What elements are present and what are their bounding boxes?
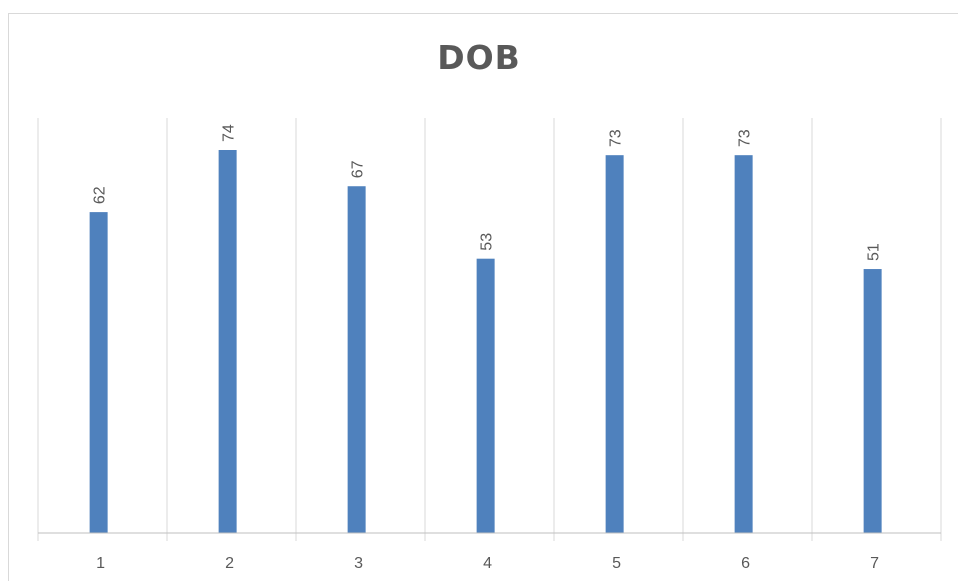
x-tick-label: 5	[612, 555, 621, 572]
x-tick-label: 7	[870, 555, 879, 572]
bar	[476, 258, 495, 533]
bar	[89, 212, 108, 534]
bar	[605, 155, 624, 534]
x-tick-label: 4	[483, 555, 492, 572]
data-label: 73	[608, 129, 625, 147]
grid-layer	[37, 118, 942, 541]
data-label: 51	[866, 243, 883, 261]
data-labels-layer: 62 74 67 53 73 73 51	[92, 124, 883, 261]
x-tick-label: 6	[741, 555, 750, 572]
x-axis: 1 2 3 4 5 6 7	[38, 532, 941, 572]
x-tick-label: 1	[96, 555, 105, 572]
bars-layer	[89, 150, 882, 534]
data-label: 62	[92, 186, 109, 204]
data-label: 74	[221, 124, 238, 142]
bar	[734, 155, 753, 534]
bar	[863, 269, 882, 533]
x-tick-label: 2	[225, 555, 234, 572]
data-label: 53	[479, 233, 496, 251]
chart-title: DOB	[437, 38, 521, 77]
bar	[218, 150, 237, 533]
x-tick-label: 3	[354, 555, 363, 572]
bar	[347, 186, 366, 533]
data-label: 73	[737, 129, 754, 147]
data-label: 67	[350, 160, 367, 178]
